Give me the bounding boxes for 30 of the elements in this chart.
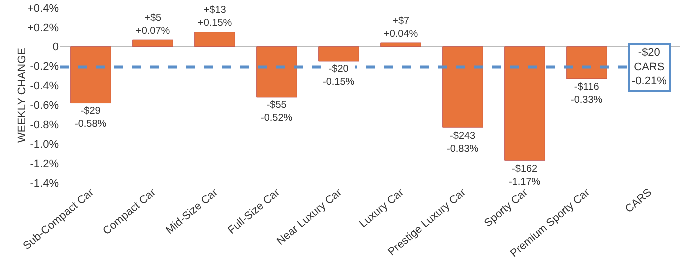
data-label: +$5 +0.07% — [136, 13, 170, 37]
bar — [70, 46, 112, 104]
bar — [132, 40, 174, 48]
y-tick-label: -0.4% — [30, 80, 60, 93]
y-tick-label: 0 — [52, 42, 59, 54]
data-label: -$55 -0.52% — [261, 100, 293, 124]
data-label: -$20 -0.15% — [323, 64, 355, 88]
bar — [256, 46, 298, 98]
data-label: -$243 -0.83% — [447, 131, 479, 155]
bar — [566, 46, 608, 80]
y-tick-label: -1.4% — [30, 178, 60, 190]
y-tick-label: -1.2% — [30, 158, 60, 170]
y-tick-label: -0.8% — [30, 120, 60, 132]
y-tick-label: -1.0% — [30, 138, 60, 151]
bar — [380, 42, 422, 48]
bar — [194, 32, 236, 48]
y-tick-label: -0.6% — [30, 100, 60, 112]
y-axis-title: WEEKLY CHANGE — [16, 48, 28, 143]
y-tick-label: +0.4% — [28, 2, 60, 15]
ref-line-label: -$20 CARS -0.21% — [632, 47, 668, 88]
bar — [442, 46, 484, 128]
data-label: +$7 +0.04% — [384, 16, 418, 40]
data-label: -$162 -1.17% — [509, 164, 541, 188]
data-label: -$116 -0.33% — [571, 82, 603, 106]
y-tick-label: -0.2% — [30, 61, 60, 74]
y-tick-label: +0.2% — [28, 22, 60, 34]
data-label: +$13 +0.15% — [198, 5, 232, 29]
bar — [318, 46, 360, 62]
bar — [504, 46, 546, 161]
data-label: -$29 -0.58% — [75, 106, 107, 130]
